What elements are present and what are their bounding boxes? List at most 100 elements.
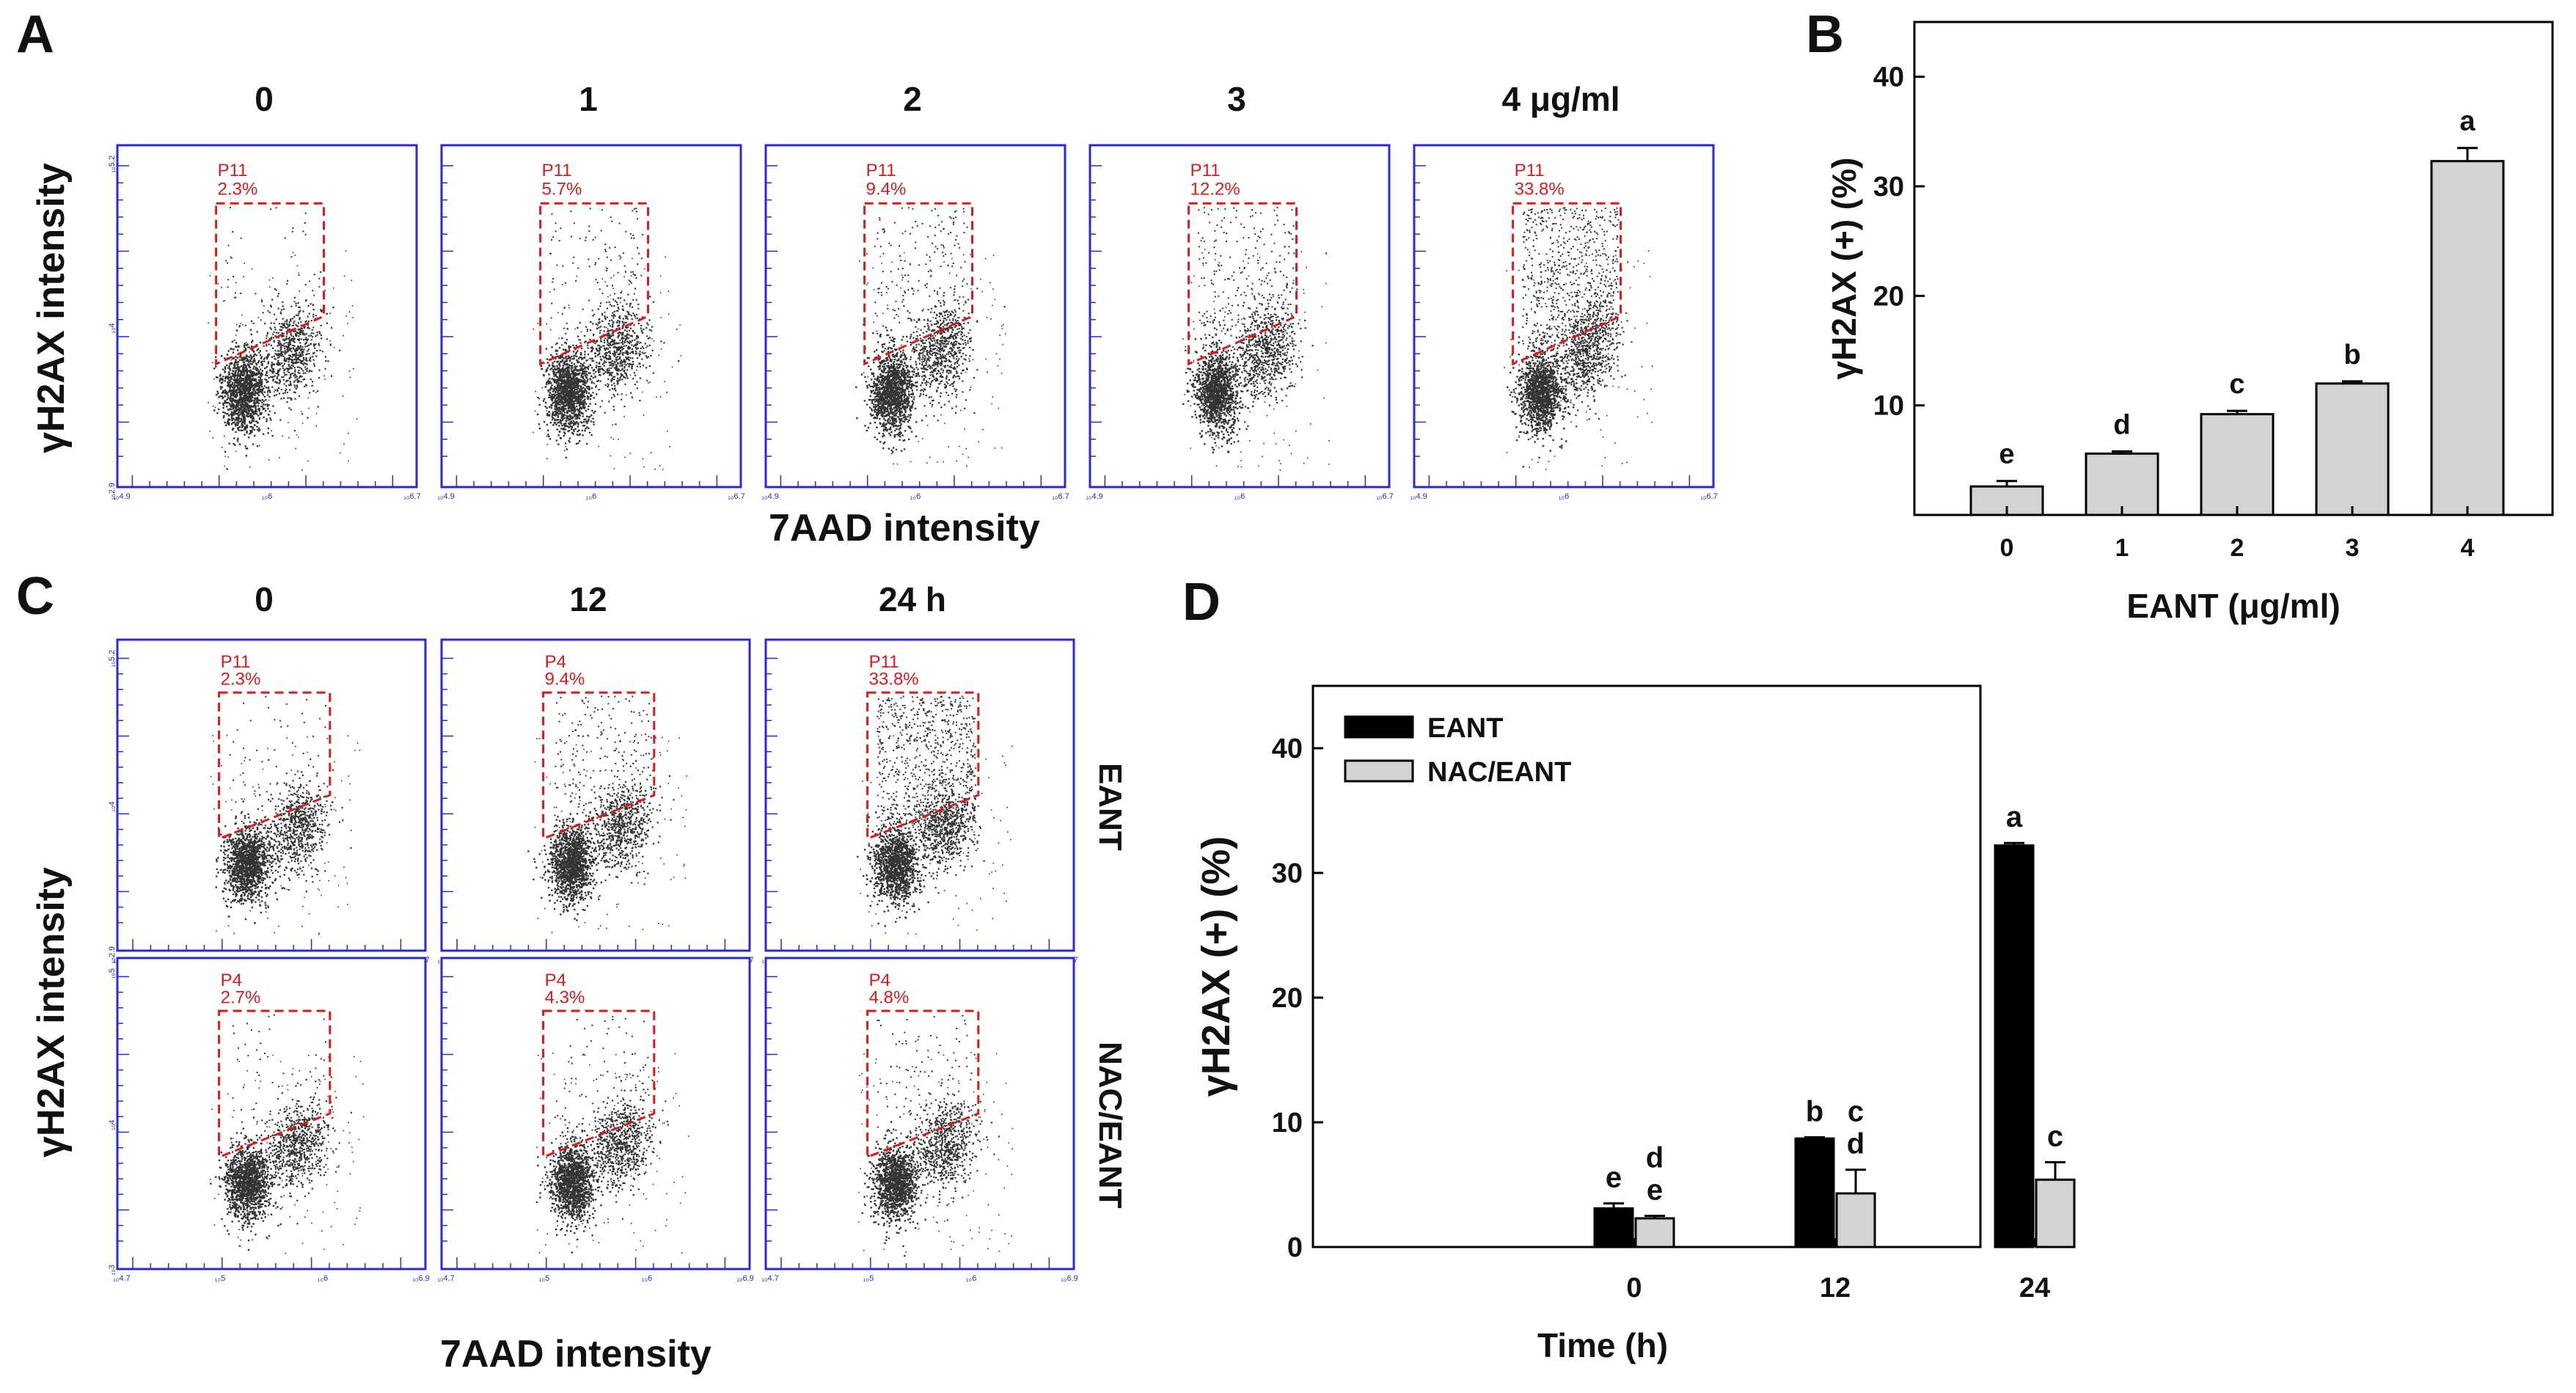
x-tick-label: 4 (2461, 534, 2475, 562)
panel-a-gate-name: P11 (866, 161, 896, 180)
bar-nac-eant-0 (1634, 1217, 1675, 1248)
y-tick-label: 40 (1873, 62, 1904, 93)
panel-c-gate-polygon (542, 1009, 656, 1159)
panel-a-column-title: 2 (903, 80, 922, 118)
bar-eant-12 (1794, 1137, 1835, 1248)
panel-c-events (210, 695, 361, 935)
panel-a-gate-name: P11 (1515, 161, 1545, 180)
panel-a-gate-percent: 9.4% (866, 180, 907, 200)
panel-a-x-tick-label: ₁₀6 (1234, 492, 1245, 501)
significance-letter: e (1999, 439, 2014, 470)
panel-a-y-tick-label: ₁₀4 (108, 323, 117, 333)
panel-c-x-tick-label: ₁₀6.9 (412, 1274, 430, 1283)
legend-swatch (1344, 715, 1414, 739)
significance-letter: c (1848, 1096, 1864, 1128)
y-tick-label: 30 (1873, 172, 1904, 202)
bar-nac-eant-12 (1835, 1192, 1876, 1248)
y-tick-label: 30 (1272, 858, 1303, 889)
bar-eant-24 (1994, 844, 2035, 1248)
significance-letter: e (1606, 1162, 1622, 1194)
significance-letter: a (2459, 106, 2476, 137)
panel-c-y-tick-label: ₁₀2.9 (108, 946, 117, 964)
legend-label: EANT (1427, 713, 1503, 744)
y-tick-label: 20 (1272, 983, 1303, 1014)
panel-c-gate-name: P4 (221, 970, 242, 990)
significance-letter: a (2006, 801, 2023, 833)
panel-c-plot-frame (764, 957, 1075, 1270)
panel-c-scatter-points (858, 1014, 1014, 1257)
panel-c-gate-name: P4 (545, 970, 566, 990)
x-tick-label: 1 (2115, 534, 2129, 562)
panel-c-events (858, 1014, 1014, 1257)
panel-a-x-tick-label: ₁₀4.9 (1086, 492, 1103, 501)
significance-letter: b (1806, 1095, 1823, 1127)
panel-c-x-tick-label: ₁₀5 (215, 1274, 225, 1283)
panel-c-x-tick-label: ₁₀4.7 (761, 1274, 779, 1283)
chart-legend: EANT NAC/EANT (1344, 713, 1571, 788)
x-tick-label: 24 (2019, 1273, 2050, 1304)
panel-c-gate-name: P11 (221, 652, 251, 672)
panel-c-events (527, 695, 687, 933)
panel-a-gate-percent: 12.2% (1190, 180, 1240, 200)
panel-a-plot-frame (116, 144, 418, 489)
panel-c-gate-polygon (866, 1009, 980, 1159)
bar-2 (2200, 413, 2275, 516)
x-axis-title: Time (h) (1537, 1326, 1668, 1364)
significance-letter: c (2047, 1120, 2063, 1152)
panel-c-x-tick-label: ₁₀6 (966, 1274, 976, 1283)
panel-a-gate-polygon (539, 202, 650, 366)
panel-a-column-title: 1 (579, 80, 598, 118)
panel-c-y-tick-label: ₁₀4 (108, 801, 117, 811)
y-tick-label: 40 (1272, 734, 1303, 764)
panel-c-row-label-nac-eant: NAC/EANT (1092, 1042, 1128, 1209)
panel-c-gate-name: P4 (545, 652, 566, 672)
panel-a-x-tick-label: ₁₀4.9 (437, 492, 455, 501)
bar-1 (2085, 452, 2159, 516)
panel-a-plot-frame (1413, 144, 1715, 489)
panel-a-gate-polygon (1188, 202, 1298, 366)
panel-a-column-title: 0 (255, 80, 274, 118)
panel-a-gate-polygon (863, 202, 974, 366)
x-tick-label: 0 (1626, 1273, 1642, 1304)
panel-c-gate-percent: 2.7% (221, 987, 261, 1007)
panel-c-gate-name: P4 (869, 970, 890, 990)
bar-4 (2430, 160, 2505, 516)
panel-a-gate-name: P11 (218, 161, 248, 180)
panel-a-gate-percent: 2.3% (218, 180, 258, 200)
bar-eant-0 (1593, 1207, 1634, 1248)
panel-c-gate-polygon (218, 691, 332, 841)
panel-a-x-tick-label: ₁₀6 (910, 492, 921, 501)
panel-c-y-tick-label: ₁₀5.2 (108, 650, 117, 668)
x-tick-label: 0 (2000, 534, 2014, 562)
panel-a-x-axis-title: 7AAD intensity (769, 507, 1040, 549)
panel-c-gate-percent: 4.3% (545, 987, 585, 1007)
panel-a-events (1504, 207, 1653, 470)
panel-c-row-label-eant: EANT (1092, 763, 1128, 851)
panel-c-gate-percent: 33.8% (869, 669, 919, 689)
panel-a-x-tick-label: ₁₀6.7 (1700, 492, 1718, 501)
panel-c-y-axis-title: γH2AX intensity (30, 867, 73, 1158)
panel-a-gate-name: P11 (1190, 161, 1221, 180)
panel-c-scatter-points (527, 695, 687, 933)
panel-c-x-tick-label: ₁₀6 (318, 1274, 328, 1283)
panel-c-column-title: 0 (255, 580, 274, 618)
panel-c-y-tick-label: ₁₀4 (108, 1119, 117, 1130)
panel-a-x-tick-label: ₁₀6 (586, 492, 596, 501)
x-tick-label: 2 (2231, 534, 2244, 562)
panel-c-scatter-points (210, 695, 361, 935)
panel-c-plot-frame (764, 638, 1075, 952)
y-tick-label: 10 (1873, 391, 1904, 422)
panel-a-letter: A (16, 5, 54, 64)
panel-a-x-tick-label: ₁₀4.9 (1410, 492, 1427, 501)
panel-a-x-tick-label: ₁₀6 (262, 492, 272, 501)
x-tick-label: 12 (1820, 1273, 1851, 1304)
panel-c-y-tick-label: ₁₀3 (108, 1265, 117, 1275)
panel-a-gate-polygon (215, 202, 326, 366)
panel-c-gate-name: P11 (869, 652, 899, 672)
